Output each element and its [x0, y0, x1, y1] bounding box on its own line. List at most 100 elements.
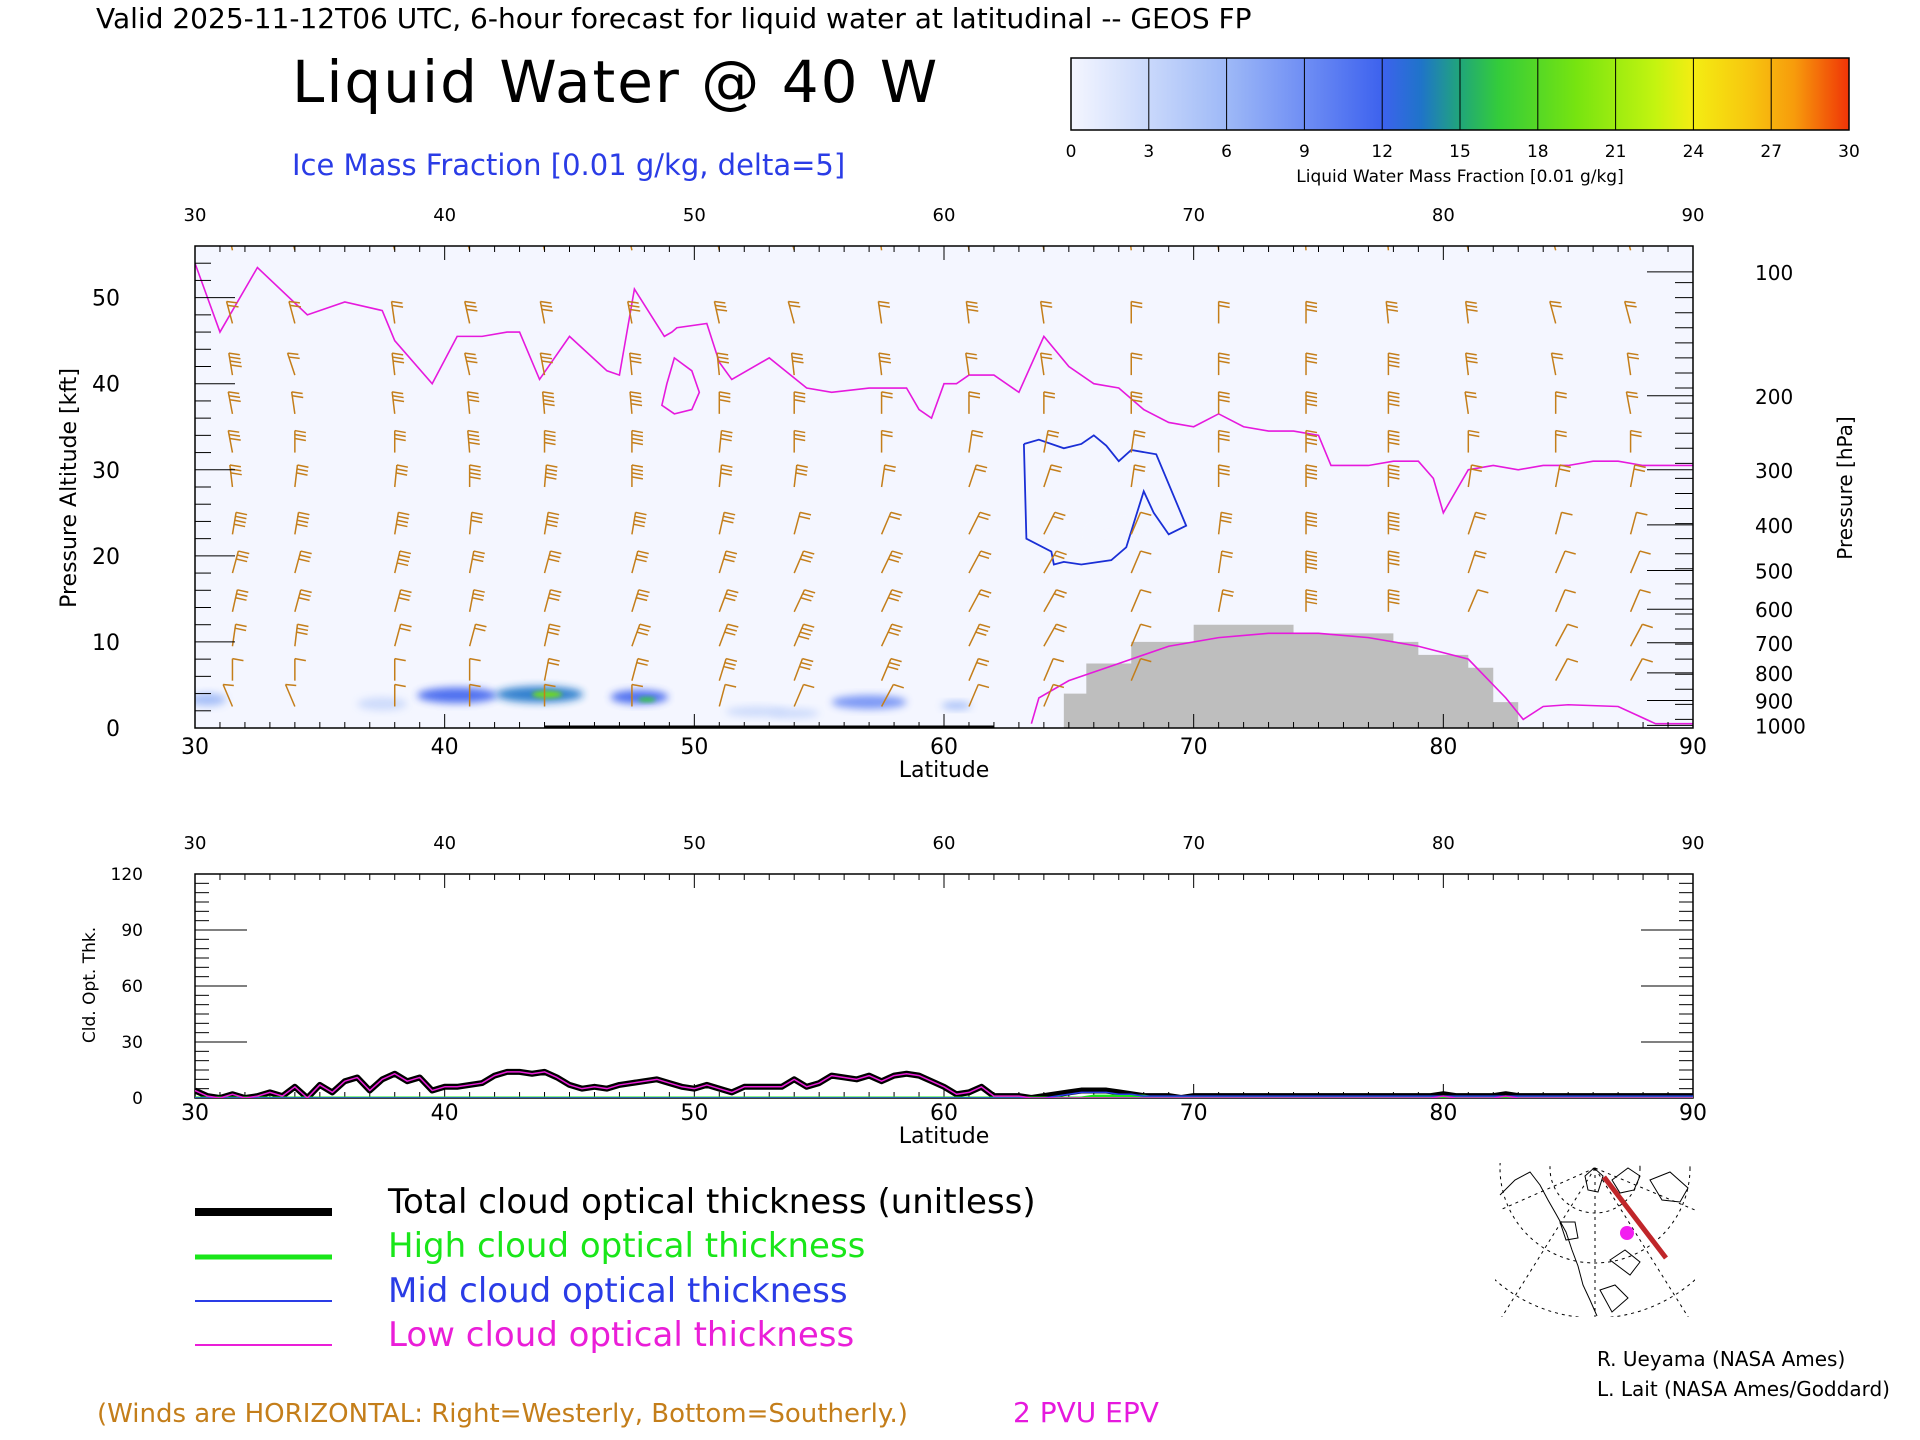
wind-barb-flag [471, 515, 483, 520]
wind-barb-flag [1388, 554, 1400, 558]
wind-barb-flag [298, 596, 310, 602]
wind-barb-flag [392, 360, 405, 364]
wind-barb [1385, 300, 1399, 324]
wind-barb-flag [285, 683, 297, 687]
wind-barb [231, 623, 247, 647]
wind-barb-flag [1305, 550, 1318, 554]
wind-barb-flag [799, 631, 812, 636]
wind-barb-flag [1465, 395, 1477, 399]
wind-barb-flag [546, 523, 558, 528]
wind-barb-flag [1386, 300, 1398, 305]
colorbar-tick-label: 0 [1066, 142, 1077, 162]
lower-top-axis-tick-label: 60 [933, 833, 956, 854]
wind-barb-flag [1388, 395, 1400, 399]
wind-barb-flag [980, 550, 992, 556]
wind-barb [1629, 589, 1651, 613]
wind-barb-flag [1305, 441, 1318, 446]
lower-top-axis-tick-label: 70 [1182, 833, 1205, 854]
wind-barb-flag [1388, 441, 1400, 446]
wind-barb-flag [716, 236, 727, 238]
wind-barb-staff [877, 301, 883, 324]
wind-barb-flag [725, 593, 738, 598]
wind-barb-flag [1305, 300, 1318, 305]
wind-barb-flag [299, 593, 311, 598]
wind-barb-staff [713, 301, 721, 324]
colorbar-tick-label: 12 [1371, 142, 1393, 162]
bottom-axis-tick-label: 30 [181, 735, 209, 760]
wind-barb-flag [1625, 228, 1636, 229]
wind-barb-flag [630, 360, 642, 364]
wind-barb-flag [968, 391, 981, 395]
wind-barb [1043, 511, 1066, 535]
lower-ylabel: Cld. Opt. Thk. [80, 927, 100, 1043]
wind-barb [1043, 589, 1067, 613]
wind-barb-flag [1305, 402, 1318, 407]
wind-barb-flag [720, 468, 733, 472]
wind-barb [1043, 550, 1067, 574]
wind-barb [1554, 550, 1576, 574]
wind-barb-flag [398, 511, 410, 516]
wind-barb-flag [881, 391, 893, 395]
wind-barb-flag [891, 589, 903, 594]
wind-barb-flag [400, 623, 412, 628]
wind-barb-flag [288, 300, 300, 304]
wind-barb [793, 391, 806, 414]
wind-barb [631, 623, 651, 647]
wind-barb-flag [724, 631, 736, 636]
wind-barb-staff [1464, 353, 1470, 376]
map-meridian [1594, 1167, 1695, 1211]
wind-barb [968, 657, 990, 681]
wind-barb-flag [548, 657, 560, 662]
wind-barb [631, 657, 649, 681]
lower-y-tick-label: 0 [132, 1089, 143, 1109]
wind-barb-flag [630, 395, 642, 399]
wind-barb-flag [633, 523, 645, 528]
top-axis-tick-label: 60 [933, 205, 956, 226]
wind-barb-flag [1468, 433, 1480, 438]
wind-barb-flag [800, 661, 812, 667]
wind-barb-staff [227, 430, 234, 453]
wind-barb-flag [548, 596, 560, 602]
wind-barb [222, 683, 234, 707]
upper-panel: 3030404050506060707080809090010203040501… [57, 205, 1857, 783]
wind-barb-flag [1053, 554, 1065, 560]
wind-barb-flag [727, 623, 739, 628]
wind-barb-flag [794, 433, 806, 438]
wind-barb [1039, 352, 1053, 376]
lower-top-axis-tick-label: 90 [1682, 833, 1705, 854]
wind-barb-flag [1564, 550, 1576, 555]
wind-barb-flag [1218, 356, 1230, 360]
wind-barb [394, 623, 412, 647]
wind-barb-flag [967, 232, 978, 234]
wind-barb-flag [1564, 589, 1576, 594]
wind-barb-flag [799, 558, 812, 563]
wind-barb-staff [543, 512, 549, 535]
colorbar-tick-label: 6 [1221, 142, 1232, 162]
top-axis-tick-label: 30 [184, 205, 207, 226]
left-axis-tick-label: 40 [92, 373, 120, 398]
wind-barb-flag [547, 661, 560, 666]
wind-barb [1043, 391, 1056, 414]
wind-barb-flag [297, 464, 309, 468]
wind-barb-flag [1131, 399, 1143, 403]
wind-barb-flag [977, 627, 989, 633]
colorbar: 0 3 6 9 12 15 18 21 24 27 30 Liquid Water Mass Fra… [1066, 57, 1860, 187]
wind-barb-flag [298, 558, 310, 563]
wind-barb-flag [1305, 240, 1316, 242]
wind-barb-flag [890, 511, 902, 516]
wind-barb-flag [235, 596, 247, 601]
wind-barb [1629, 550, 1651, 574]
wind-barb [1305, 300, 1318, 324]
wind-barb-flag [1388, 589, 1400, 593]
left-axis-tick-label: 20 [92, 545, 120, 570]
wind-barb [231, 657, 244, 681]
wind-barb [468, 589, 485, 612]
wind-barb-flag [881, 395, 893, 399]
wind-barb-flag [638, 627, 650, 632]
wind-barb-flag [1218, 399, 1230, 403]
wind-barb-flag [394, 657, 406, 662]
wind-barb-flag [1131, 391, 1143, 395]
wind-barb-flag [1555, 433, 1567, 438]
wind-barb [718, 391, 731, 414]
